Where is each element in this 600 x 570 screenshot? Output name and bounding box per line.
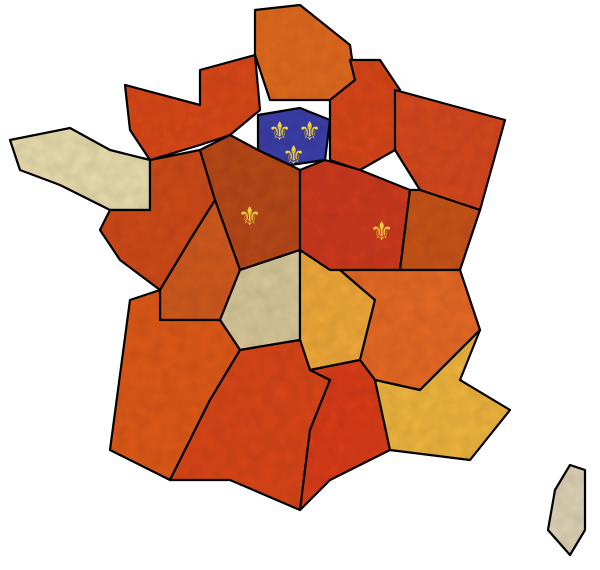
fleur-de-lis-icon: ⚜: [370, 217, 393, 247]
fleur-de-lis-icon: ⚜: [238, 202, 261, 232]
region-normandy[interactable]: [123, 53, 262, 162]
region-ile-de-france[interactable]: [256, 106, 332, 167]
region-franche-comte[interactable]: [398, 188, 482, 272]
region-paca[interactable]: [373, 328, 512, 462]
fleur-de-lis-icon: ⚜: [282, 141, 305, 171]
fleur-de-lis-icon: ⚜: [298, 117, 321, 147]
region-nord[interactable]: [253, 3, 357, 102]
region-brittany[interactable]: [8, 126, 152, 212]
fleur-de-lis-icon: ⚜: [268, 117, 291, 147]
region-languedoc[interactable]: [298, 358, 392, 512]
region-burgundy[interactable]: [298, 158, 412, 272]
region-corsica[interactable]: [546, 463, 587, 557]
